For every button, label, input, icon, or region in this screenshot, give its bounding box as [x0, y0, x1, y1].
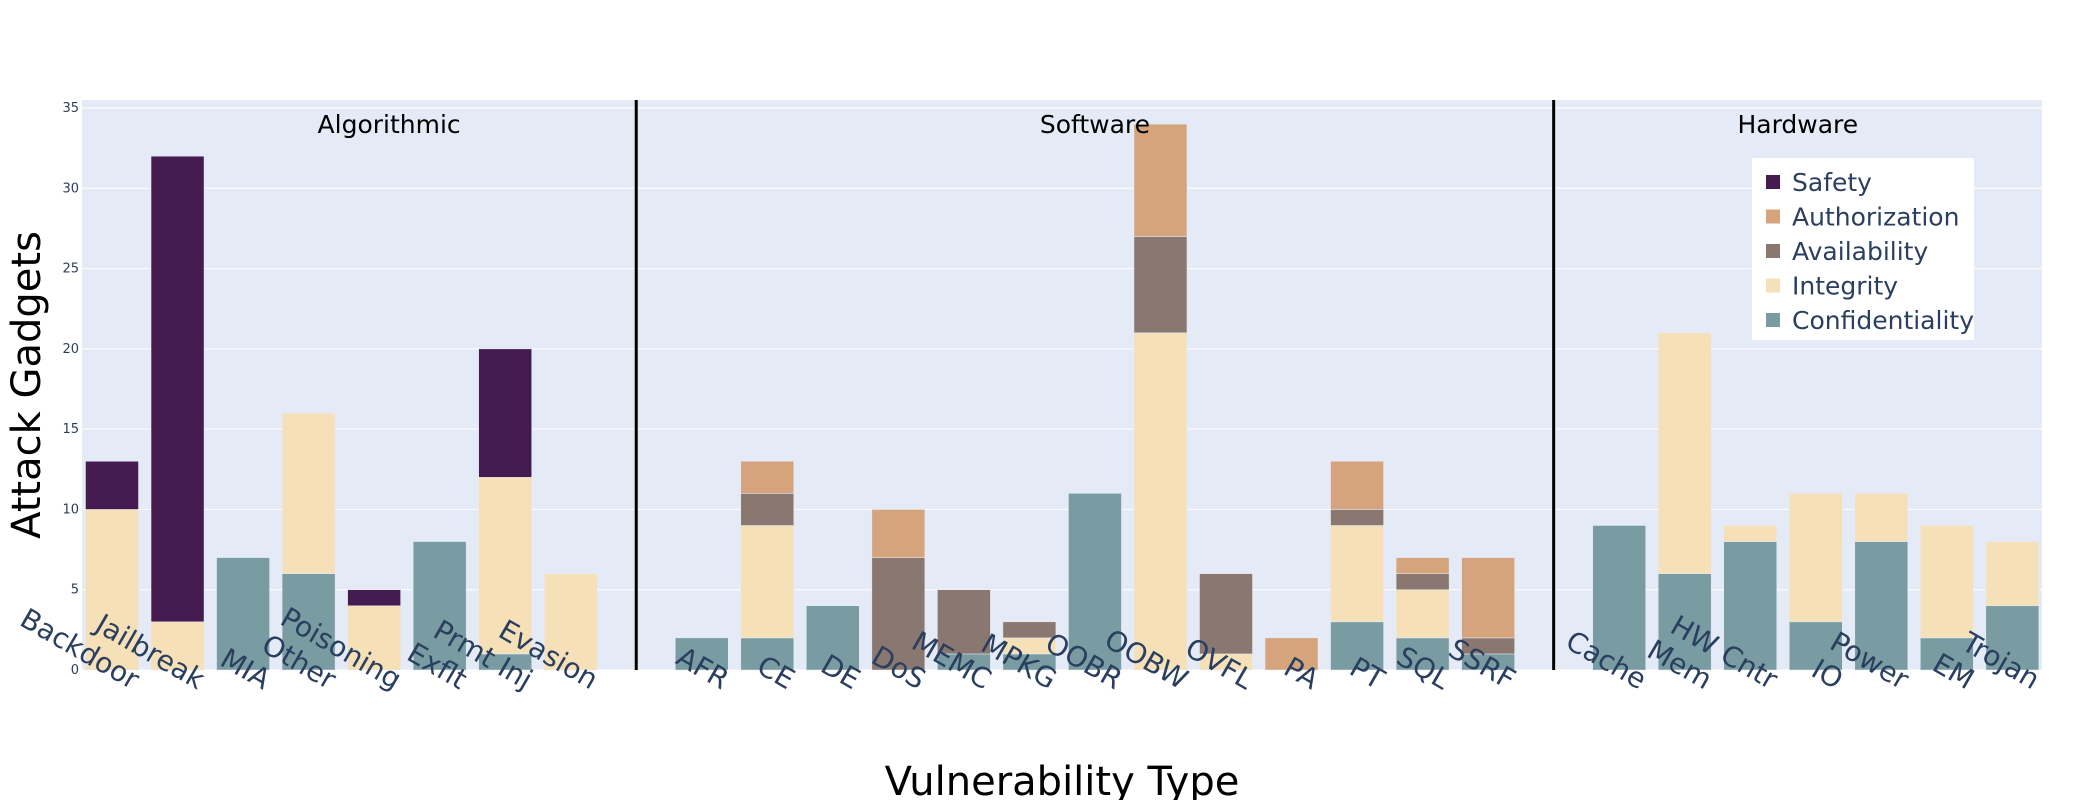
group-labels: Algorithmic Software Hardware: [318, 110, 1859, 139]
bar-integrity-trojan: [1985, 541, 2040, 607]
bar-availability-sql: [1395, 573, 1450, 590]
bar-integrity-sql: [1395, 589, 1450, 639]
bar-integrity-power: [1854, 493, 1909, 542]
bar-integrity-io: [1789, 493, 1843, 623]
group-label-hardware: Hardware: [1737, 110, 1858, 139]
legend-label-integrity: Integrity: [1792, 272, 1898, 301]
bar-integrity-evasion: [543, 573, 598, 671]
bar-confidentiality-pt: [1330, 621, 1384, 671]
bar-authorization-sql: [1395, 557, 1450, 574]
bar-safety-poisoning: [347, 589, 401, 607]
bar-integrity-ce: [740, 525, 795, 639]
legend-label-authorization: Authorization: [1792, 203, 1959, 232]
bar-integrity-pt: [1330, 525, 1384, 623]
y-tick-label: 25: [62, 262, 79, 277]
bar-safety-backdoor: [85, 461, 139, 510]
x-axis-title: Vulnerability Type: [885, 759, 1240, 800]
bar-confidentiality-io: [1789, 621, 1843, 671]
bar-integrity-backdoor: [85, 509, 139, 671]
legend-swatch-safety: [1766, 175, 1780, 189]
legend: Safety Authorization Availability Integrity…: [1752, 158, 1974, 340]
bar-confidentiality-trojan: [1985, 605, 2040, 671]
y-tick-label: 0: [71, 663, 79, 678]
legend-swatch-integrity: [1766, 278, 1780, 293]
bar-availability-oobw: [1133, 236, 1188, 334]
bar-integrity-other: [281, 412, 336, 574]
bar-integrity-poisoning: [347, 605, 401, 671]
bar-availability-mpkg: [1002, 621, 1057, 639]
legend-label-availability: Availability: [1792, 237, 1928, 266]
bar-authorization-dos: [871, 509, 926, 558]
bar-availability-memc: [937, 589, 991, 655]
legend-swatch-availability: [1766, 244, 1780, 258]
y-tick-label: 30: [62, 181, 79, 196]
bar-availability-ovfl: [1199, 573, 1253, 655]
bar-confidentiality-afr: [675, 637, 729, 671]
bar-confidentiality-em: [1920, 637, 1974, 671]
y-axis-ticks: 0 5 10 15 20 25 30 35: [62, 101, 79, 678]
y-tick-label: 5: [71, 583, 79, 598]
bar-integrity-mem: [1657, 332, 1712, 574]
legend-swatch-authorization: [1766, 209, 1780, 224]
bar-availability-dos: [871, 557, 926, 671]
y-tick-label: 20: [62, 342, 79, 357]
legend-label-safety: Safety: [1792, 168, 1872, 197]
bar-authorization-pt: [1330, 461, 1384, 510]
group-dividers: [634, 100, 1556, 670]
bar-confidentiality-hw-cntr: [1723, 541, 1777, 671]
bar-integrity-jailbreak: [150, 621, 205, 671]
bar-confidentiality-exflt: [412, 541, 467, 671]
bar-confidentiality-other: [281, 573, 336, 671]
bars: [85, 123, 2040, 671]
bar-authorization-ssrf: [1461, 557, 1515, 639]
bar-confidentiality-ce: [740, 637, 795, 671]
y-axis-title: Attack Gadgets: [4, 231, 50, 539]
bar-confidentiality-power: [1854, 541, 1909, 671]
legend-box: [1752, 158, 1974, 340]
y-tick-label: 10: [62, 502, 79, 517]
group-label-algorithmic: Algorithmic: [318, 110, 461, 139]
bar-safety-jailbreak: [150, 155, 205, 623]
bar-confidentiality-cache: [1592, 525, 1646, 671]
bar-safety-prmt-inj: [478, 348, 532, 478]
bar-availability-pt: [1330, 509, 1384, 526]
bar-integrity-oobw: [1133, 332, 1188, 671]
plot-background: [82, 100, 2042, 670]
group-label-software: Software: [1040, 110, 1150, 139]
bar-integrity-em: [1920, 525, 1974, 639]
bar-availability-ce: [740, 493, 795, 526]
gridlines: [82, 107, 2042, 671]
y-tick-label: 35: [62, 101, 79, 116]
bar-authorization-oobw: [1133, 123, 1188, 237]
legend-swatch-confidentiality: [1766, 313, 1780, 327]
bar-confidentiality-mia: [216, 557, 270, 671]
bar-authorization-pa: [1264, 637, 1319, 671]
bar-confidentiality-oobr: [1068, 493, 1122, 671]
bar-confidentiality-de: [806, 605, 860, 671]
bar-confidentiality-mem: [1657, 573, 1712, 671]
y-tick-label: 15: [62, 422, 79, 437]
bar-integrity-hw-cntr: [1723, 525, 1777, 542]
legend-label-confidentiality: Confidentiality: [1792, 306, 1974, 335]
bar-authorization-ce: [740, 461, 795, 494]
